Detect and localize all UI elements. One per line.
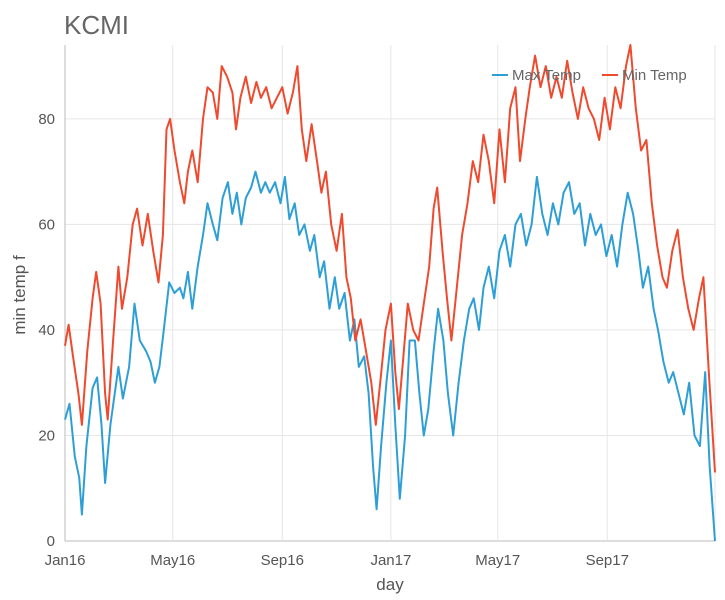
legend-label[interactable]: Min Temp	[622, 67, 687, 84]
chart-title: KCMI	[64, 10, 129, 40]
x-tick-label: Sep17	[586, 552, 629, 569]
y-tick-label: 0	[47, 533, 55, 550]
series-line-min-temp	[64, 44, 716, 473]
y-tick-label: 20	[38, 427, 55, 444]
axis-layer: 0 20 40 60 80 Jan16 May16 Sep16 Jan17 May17 Sep17	[38, 111, 629, 569]
grid-layer	[64, 45, 716, 542]
y-axis-label: min temp f	[10, 255, 29, 335]
x-tick-label: Jan16	[45, 552, 86, 569]
x-axis-label: day	[376, 575, 404, 594]
series-layer	[64, 44, 716, 542]
legend-label[interactable]: Max Temp	[512, 67, 581, 84]
x-tick-label: Jan17	[370, 552, 411, 569]
x-tick-label: May17	[475, 552, 520, 569]
x-tick-label: May16	[150, 552, 195, 569]
y-tick-label: 40	[38, 322, 55, 339]
legend: Max Temp Min Temp	[492, 67, 687, 84]
x-tick-label: Sep16	[261, 552, 304, 569]
y-tick-label: 60	[38, 216, 55, 233]
series-line-max-temp	[64, 170, 716, 542]
y-tick-label: 80	[38, 111, 55, 128]
